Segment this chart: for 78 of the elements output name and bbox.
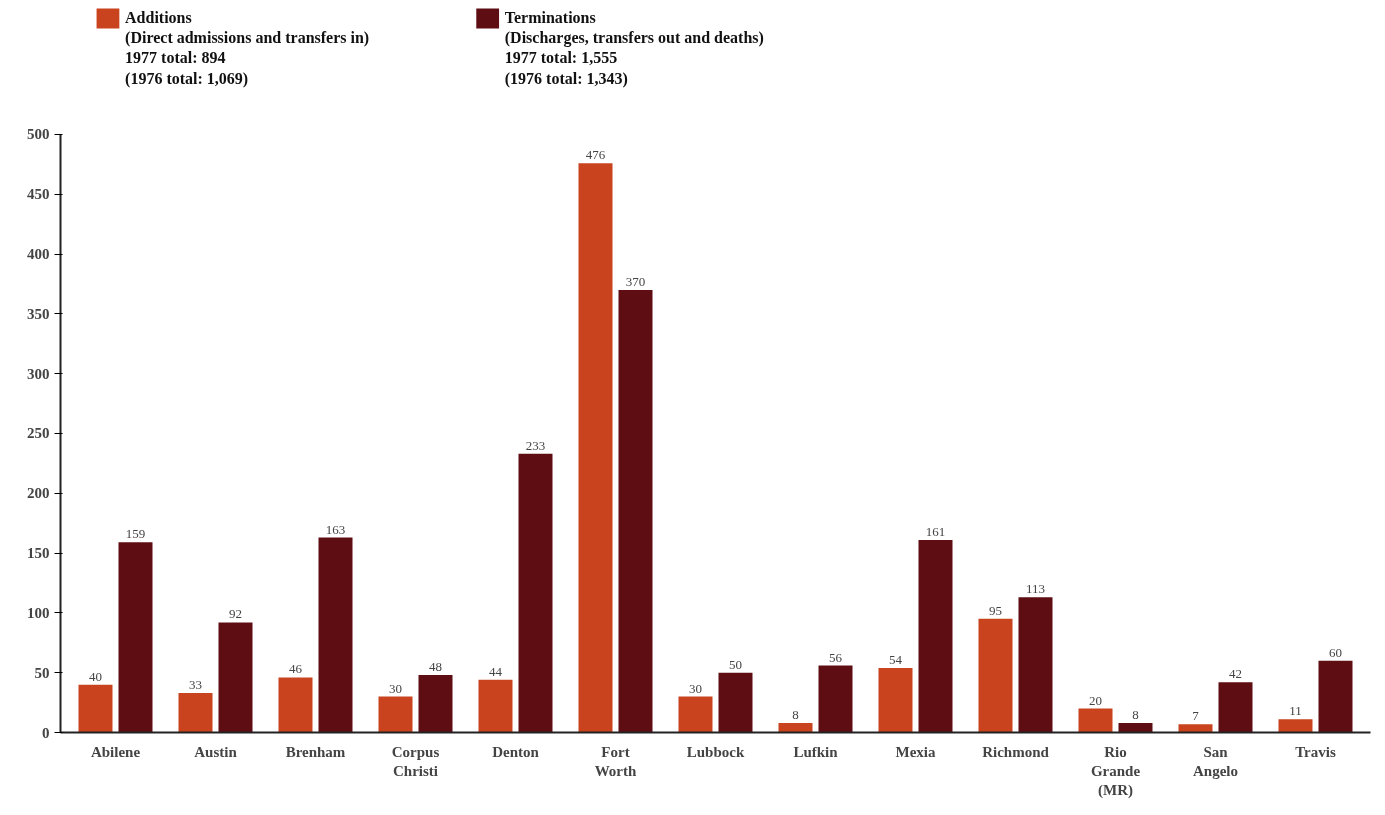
data-label: 92 [229, 606, 242, 622]
y-tick-label: 50 [34, 664, 50, 681]
x-tick-label: Brenham [285, 743, 346, 760]
data-label: 370 [625, 273, 646, 289]
legend-label: Terminations (Discharges, transfers out and deaths) 1977 total: 1,555 (1976 total: 1,343) [504, 8, 764, 88]
data-label: 60 [1329, 644, 1342, 660]
x-tick-label: Austin [194, 743, 238, 760]
data-label: 42 [1229, 666, 1242, 682]
x-tick-label: Corpus Christi [391, 743, 440, 779]
bar [418, 675, 453, 733]
bar [118, 542, 153, 733]
bar [1178, 724, 1213, 733]
y-tick-label: 200 [27, 485, 50, 502]
y-tick-label: 450 [27, 186, 50, 203]
bar [178, 693, 213, 733]
bar [578, 163, 613, 733]
data-label: 8 [1132, 706, 1139, 722]
legend-label: Additions (Direct admissions and transfers in) 1977 total: 894 (1976 total: 1,069) [125, 8, 370, 88]
data-label: 33 [189, 677, 202, 693]
data-label: 161 [925, 523, 946, 539]
y-tick-label: 150 [27, 545, 50, 562]
bar [618, 289, 653, 733]
data-label: 50 [729, 656, 742, 672]
data-label: 46 [289, 661, 303, 677]
data-label: 476 [585, 147, 606, 163]
y-tick-label: 350 [27, 305, 50, 322]
bar [1018, 597, 1053, 733]
x-tick-label: Denton [492, 743, 540, 760]
data-label: 40 [89, 668, 102, 684]
bar [218, 622, 253, 733]
data-label: 11 [1289, 703, 1302, 719]
y-tick-label: 400 [27, 246, 50, 263]
x-tick-label: Fort Worth [594, 743, 637, 779]
bar [678, 696, 713, 733]
data-label: 159 [125, 526, 146, 542]
bar [1218, 682, 1253, 733]
data-label: 48 [429, 659, 442, 675]
bar [878, 667, 913, 733]
bar [1278, 719, 1313, 733]
bar [778, 722, 813, 733]
x-tick-label: Rio Grande (MR) [1090, 743, 1141, 799]
x-tick-label: Travis [1295, 743, 1336, 760]
data-label: 30 [689, 680, 702, 696]
bar [518, 453, 553, 733]
x-tick-label: Lubbock [686, 743, 745, 760]
y-tick-label: 0 [42, 724, 50, 741]
data-label: 56 [829, 649, 843, 665]
y-tick-label: 500 [27, 126, 50, 143]
bar [978, 618, 1013, 733]
data-label: 113 [1025, 581, 1046, 597]
bar [918, 539, 953, 733]
data-label: 95 [989, 602, 1002, 618]
bar [718, 672, 753, 733]
y-tick-label: 100 [27, 604, 50, 621]
x-tick-label: Abilene [90, 743, 141, 760]
x-tick-label: Lufkin [793, 743, 839, 760]
bar [1118, 722, 1153, 733]
bar [478, 679, 513, 733]
x-tick-label: Richmond [982, 743, 1050, 760]
data-label: 8 [792, 706, 799, 722]
data-label: 7 [1192, 708, 1200, 724]
bar [278, 677, 313, 733]
bar [78, 684, 113, 733]
bar [1318, 660, 1353, 733]
data-label: 233 [525, 437, 546, 453]
x-tick-label: Mexia [895, 743, 936, 760]
bar [318, 537, 353, 733]
data-label: 30 [389, 680, 402, 696]
y-tick-label: 250 [27, 425, 50, 442]
bar [818, 665, 853, 733]
bar [1078, 708, 1113, 733]
data-label: 20 [1089, 692, 1102, 708]
data-label: 54 [889, 651, 903, 667]
bar [378, 696, 413, 733]
data-label: 44 [489, 663, 503, 679]
y-tick-label: 300 [27, 365, 50, 382]
x-tick-label: San Angelo [1193, 743, 1238, 779]
data-label: 163 [325, 521, 346, 537]
